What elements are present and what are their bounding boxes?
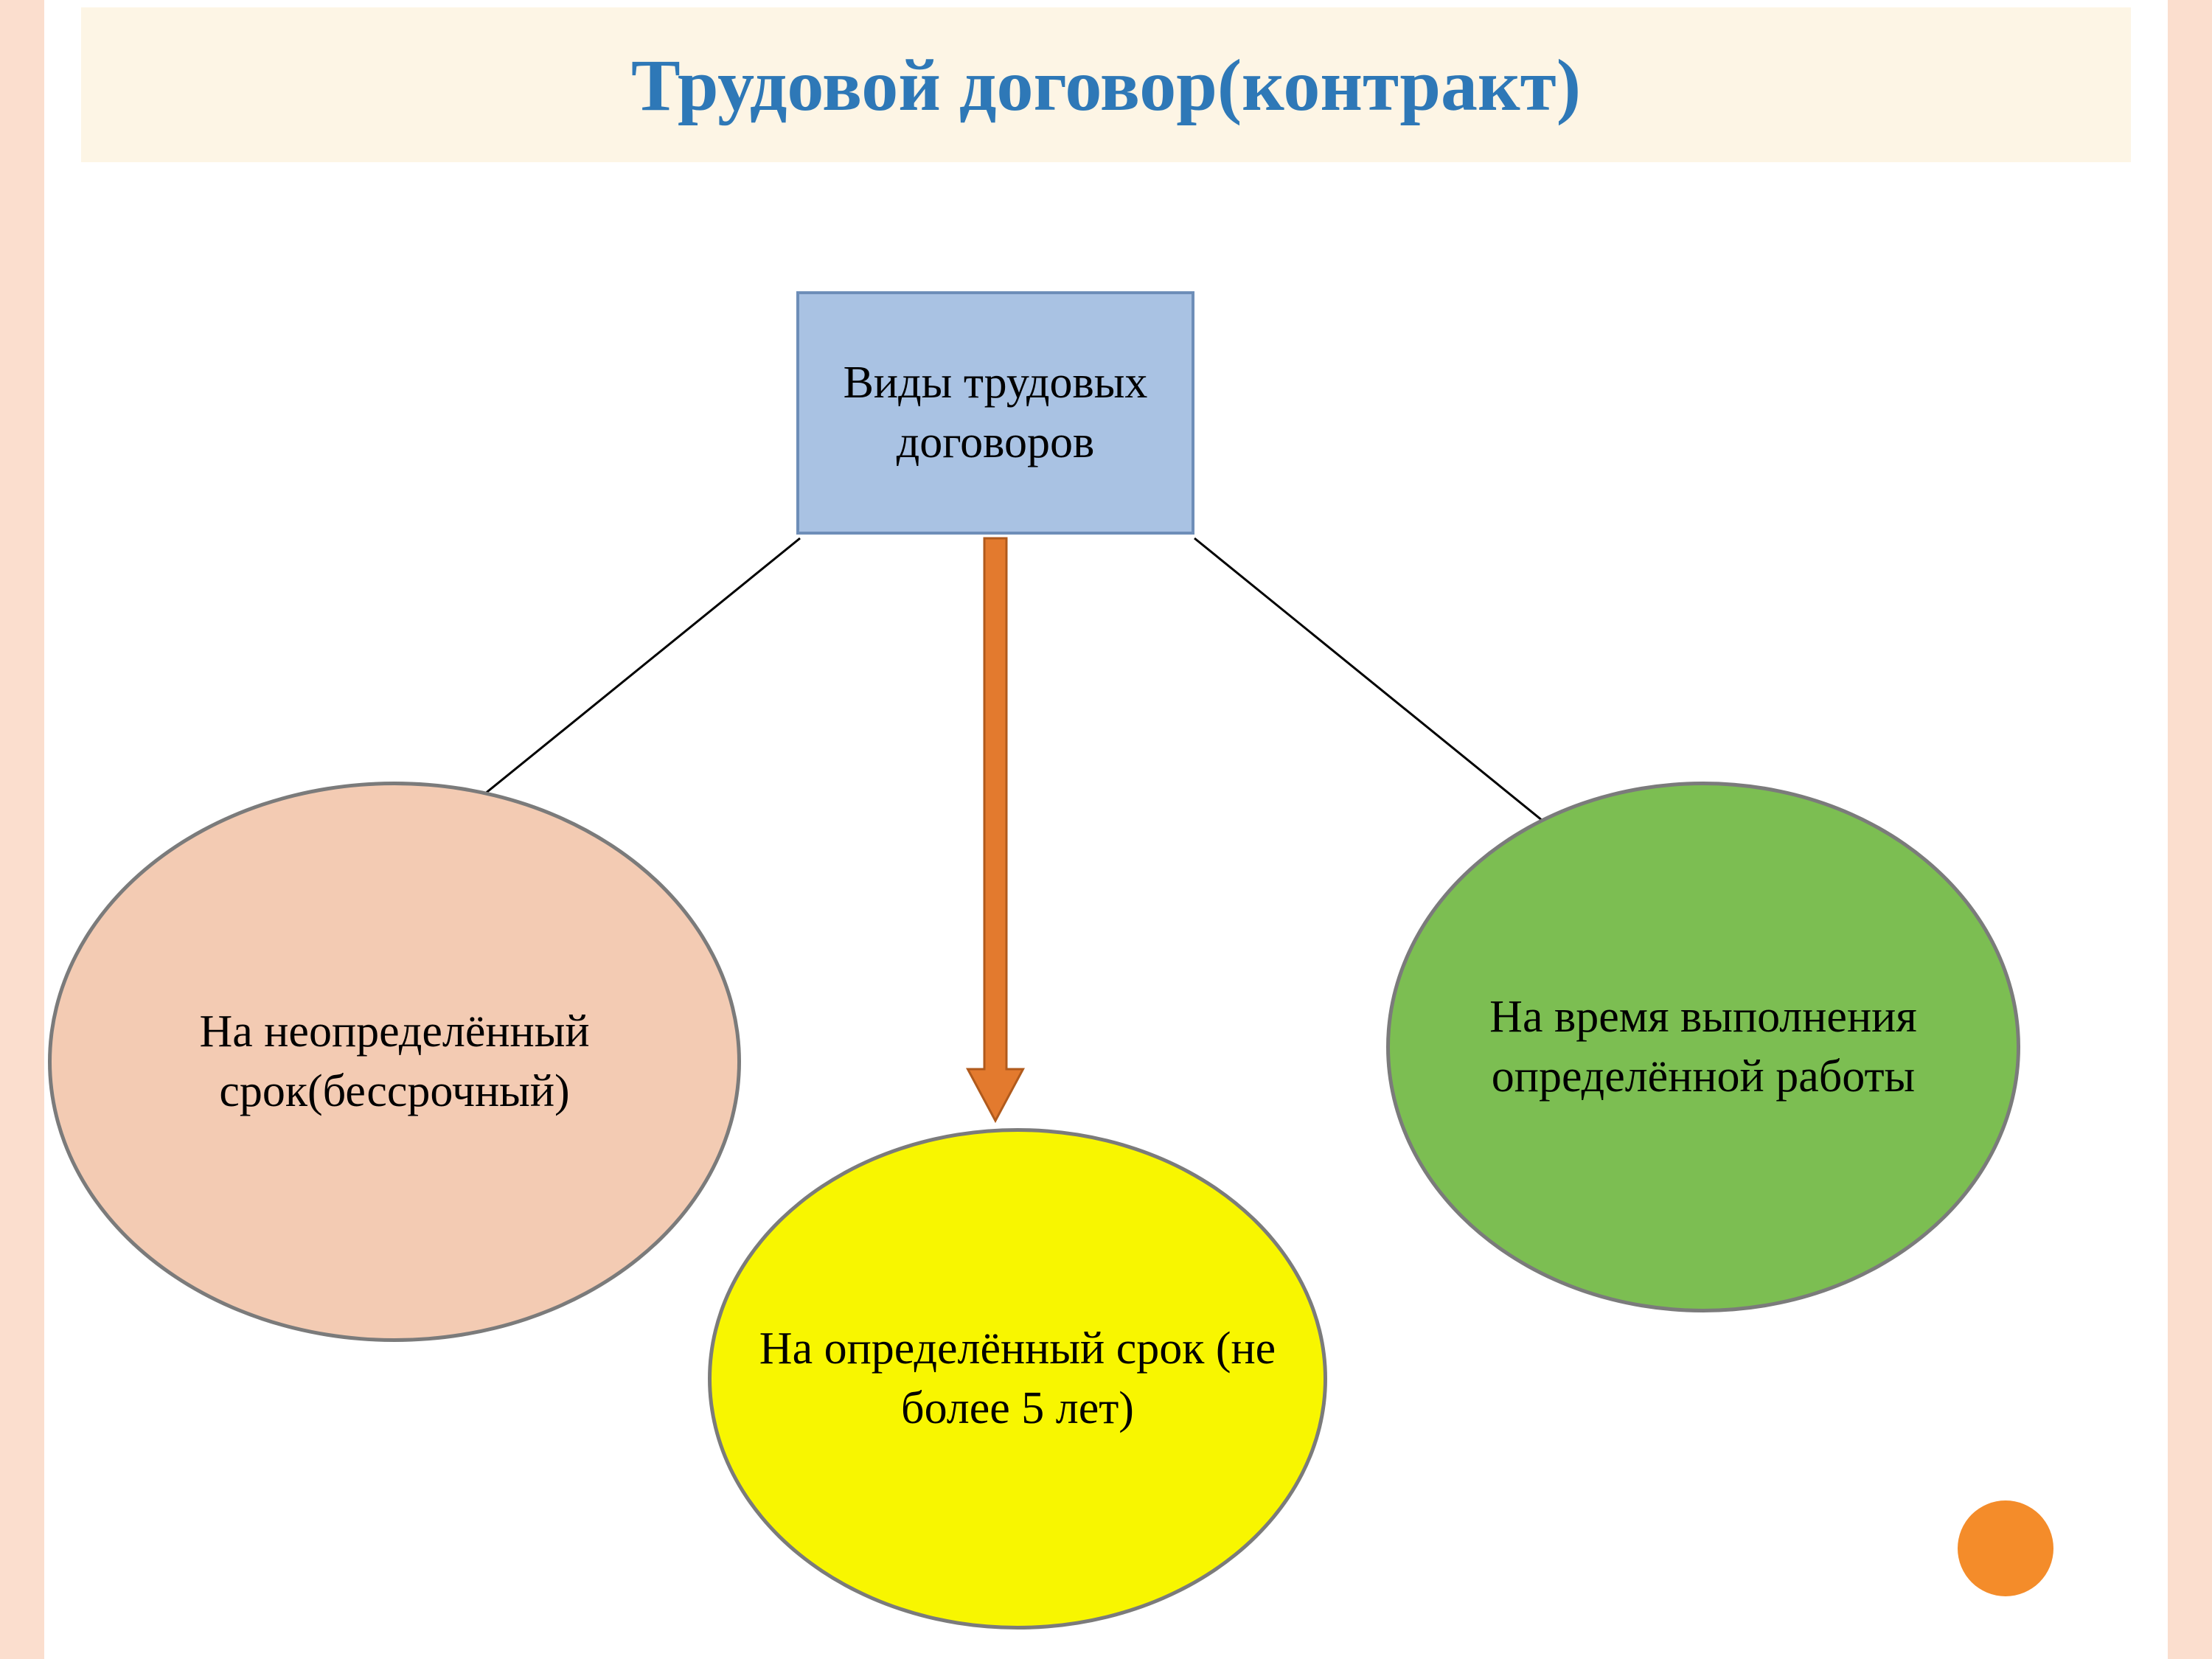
root-text: Виды трудовых договоров [799,353,1192,472]
ellipse-e2: На определённый срок (не более 5 лет) [708,1128,1327,1630]
ellipse-text-e2: На определённый срок (не более 5 лет) [712,1319,1324,1438]
root-box: Виды трудовых договоров [796,291,1194,535]
page-title: Трудовой договор(контракт) [631,43,1581,128]
title-bar: Трудовой договор(контракт) [81,7,2131,162]
side-left [0,0,44,1659]
ellipse-text-e3: На время выполнения определённой работы [1390,987,2017,1106]
ellipse-text-e1: На неопределённый срок(бессрочный) [52,1002,737,1121]
corner-dot [1958,1500,2053,1596]
ellipse-e1: На неопределённый срок(бессрочный) [48,782,741,1342]
ellipse-e3: На время выполнения определённой работы [1386,782,2020,1312]
side-right [2168,0,2212,1659]
